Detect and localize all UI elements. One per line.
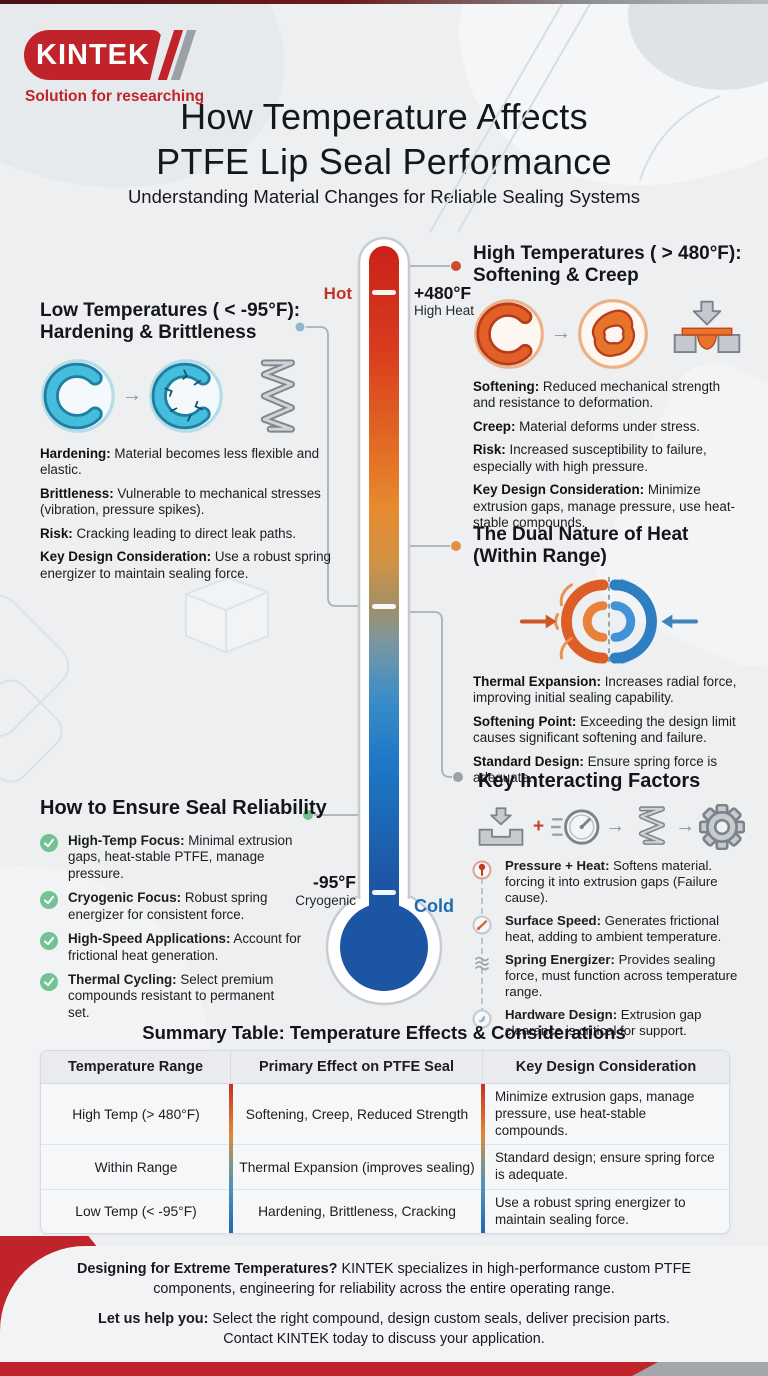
thermometer-ticks	[372, 290, 396, 895]
spring-mini-icon	[475, 956, 489, 971]
thermometer-high-caption: High Heat	[414, 303, 475, 318]
table-header-cell: Temperature Range	[41, 1051, 231, 1083]
bullet: Risk: Cracking leading to direct leak pa…	[40, 525, 297, 541]
connector-dot-dual-nature	[451, 541, 461, 551]
factor-item: Pressure + Heat: Softens material. forci…	[472, 858, 757, 906]
check-icon	[40, 891, 58, 910]
top-edge-strip	[0, 0, 768, 4]
table-row: Within Range Thermal Expansion (improves…	[41, 1145, 729, 1190]
table-header-cell: Key Design Consideration	[515, 1059, 697, 1075]
surface-speed-icon	[472, 915, 492, 935]
reliability-item: Cryogenic Focus: Robust spring energizer…	[40, 890, 340, 923]
arrow-right-icon: →	[675, 815, 696, 838]
section-dual-nature: The Dual Nature of Heat (Within Range)	[473, 524, 745, 794]
factors-list: Pressure + Heat: Softens material. forci…	[472, 858, 757, 1040]
seal-cold-cracked-icon	[149, 359, 223, 433]
table-gradient-separator	[229, 1084, 233, 1234]
factor-item: Spring Energizer: Provides sealing force…	[472, 952, 757, 1000]
brand-name: KINTEK	[36, 38, 150, 71]
spring-small-icon	[638, 805, 666, 845]
factor-item: Hardware Design: Extrusion gap clearance…	[472, 1007, 757, 1039]
seal-hot-deformed-icon	[578, 298, 648, 369]
extrusion-gap-icon	[673, 300, 741, 353]
bullet: Risk: Increased susceptibility to failur…	[473, 442, 707, 474]
connector-dot-factors	[453, 772, 463, 782]
check-icon	[40, 833, 58, 852]
gear-icon	[699, 803, 746, 850]
reliability-item: High-Speed Applications: Account for fri…	[40, 931, 340, 964]
heat-arrow-icon	[519, 614, 557, 629]
table-title: Summary Table: Temperature Effects & Con…	[142, 1022, 626, 1043]
bullet: Standard Design: Ensure spring force is …	[473, 753, 718, 786]
crack-marks	[164, 369, 204, 422]
bullet: Creep: Material deforms under stress.	[473, 418, 700, 434]
kintek-logo: KINTEK	[24, 30, 162, 80]
factor-item: Surface Speed: Generates frictional heat…	[472, 913, 757, 945]
section-high-temperatures: High Temperatures ( > 480°F): Softening …	[473, 243, 745, 539]
table-row: Low Temp (< -95°F) Hardening, Brittlenes…	[75, 1194, 686, 1227]
seal-cold-normal-icon	[41, 359, 115, 433]
reliability-item: High-Temp Focus: Minimal extrusion gaps,…	[40, 833, 340, 882]
connector-dot-high-temp	[451, 261, 461, 271]
section-key-factors: Key Interacting Factors + → →	[472, 770, 757, 1047]
section-seal-reliability: How to Ensure Seal Reliability High-Temp…	[40, 797, 340, 1029]
page-title: How Temperature Affects PTFE Lip Seal Pe…	[156, 96, 612, 183]
footer-pitch: Designing for Extreme Temperatures? KINT…	[77, 1261, 691, 1298]
thermometer-hot-label: Hot	[323, 284, 352, 303]
table-header-cell: Primary Effect on PTFE Seal	[231, 1051, 483, 1083]
factors-title: Key Interacting Factors	[478, 770, 701, 792]
summary-table: Temperature Range Primary Effect on PTFE…	[40, 1050, 730, 1235]
page-subtitle: Understanding Material Changes for Relia…	[127, 186, 641, 207]
check-icon	[40, 932, 58, 951]
high-temp-title: High Temperatures ( > 480°F): Softening …	[473, 243, 742, 287]
arrow-right-icon: →	[605, 815, 626, 838]
brand-tagline: Solution for researching	[25, 88, 205, 105]
hardware-design-icon	[472, 1009, 492, 1029]
dual-nature-title: The Dual Nature of Heat (Within Range)	[473, 524, 689, 568]
footer-help: Let us help you: Select the right compou…	[98, 1310, 670, 1348]
plus-sign: +	[533, 815, 545, 837]
press-icon	[478, 806, 524, 846]
low-temp-title: Low Temperatures ( < -95°F): Hardening &…	[40, 300, 301, 344]
pressure-heat-icon	[472, 860, 492, 880]
bullet: Key Design Consideration: Minimize extru…	[473, 482, 736, 531]
spring-icon	[260, 359, 295, 433]
table-row: High Temp (> 480°F) Softening, Creep, Re…	[41, 1084, 729, 1146]
table-header-row: Temperature Range Primary Effect on PTFE…	[41, 1051, 729, 1084]
bullet: Key Design Consideration: Use a robust s…	[40, 549, 331, 581]
section-low-temperatures: Low Temperatures ( < -95°F): Hardening &…	[40, 300, 332, 589]
cold-arrow-icon	[661, 614, 699, 629]
table-gradient-separator	[481, 1084, 485, 1234]
bullet: Softening Point: Exceeding the design li…	[473, 713, 736, 746]
bullet: Thermal Expansion: Increases radial forc…	[473, 673, 737, 706]
seal-hot-normal-icon	[474, 298, 544, 369]
reliability-item: Thermal Cycling: Select premium compound…	[40, 972, 340, 1021]
arrow-right-icon: →	[122, 384, 142, 407]
bullet: Hardening: Material becomes less flexibl…	[40, 445, 320, 478]
thermometer-high-value: +480°F	[414, 283, 472, 303]
thermal-expansion-icon	[519, 576, 699, 666]
decor-diamonds	[0, 594, 70, 783]
arrow-right-icon: →	[551, 322, 571, 345]
footer-bar-red	[0, 1362, 658, 1376]
reliability-title: How to Ensure Seal Reliability	[40, 797, 327, 819]
thermometer-low-value: -95°F	[313, 872, 356, 892]
footer-panel: Designing for Extreme Temperatures? KINT…	[0, 1246, 768, 1376]
factors-rail	[481, 877, 483, 1024]
thermometer-cold-label: Cold	[414, 896, 454, 916]
bullet: Brittleness: Vulnerable to mechanical st…	[40, 485, 321, 518]
check-icon	[40, 972, 58, 991]
bullet: Softening: Reduced mechanical strength a…	[473, 378, 721, 411]
speedometer-icon	[551, 808, 600, 845]
